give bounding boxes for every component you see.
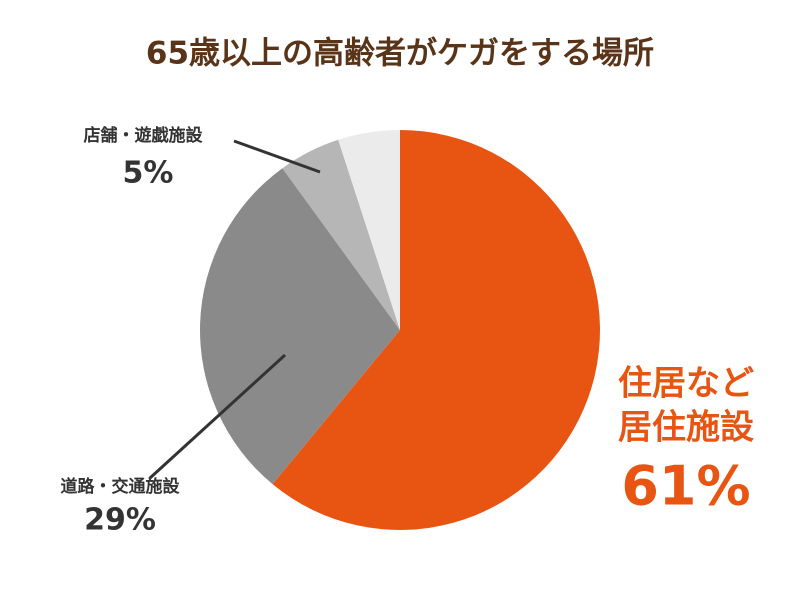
pie-slice	[272, 130, 600, 530]
leader-line	[148, 353, 287, 480]
slice-label: 店舗・遊戯施設	[84, 125, 204, 146]
chart-title: 65歳以上の高齢者がケガをする場所	[146, 36, 654, 72]
slice-label: 居住施設	[618, 408, 754, 448]
slice-label: 道路・交通施設	[61, 476, 181, 497]
value-label: 5%	[123, 156, 174, 191]
pie-slice	[282, 139, 400, 330]
value-label: 29%	[84, 503, 156, 538]
pie-slice	[338, 130, 400, 330]
leader-line	[233, 139, 321, 174]
value-label: 61%	[621, 455, 750, 518]
pie-slice	[199, 168, 400, 485]
slice-label: 住居など	[618, 364, 754, 404]
